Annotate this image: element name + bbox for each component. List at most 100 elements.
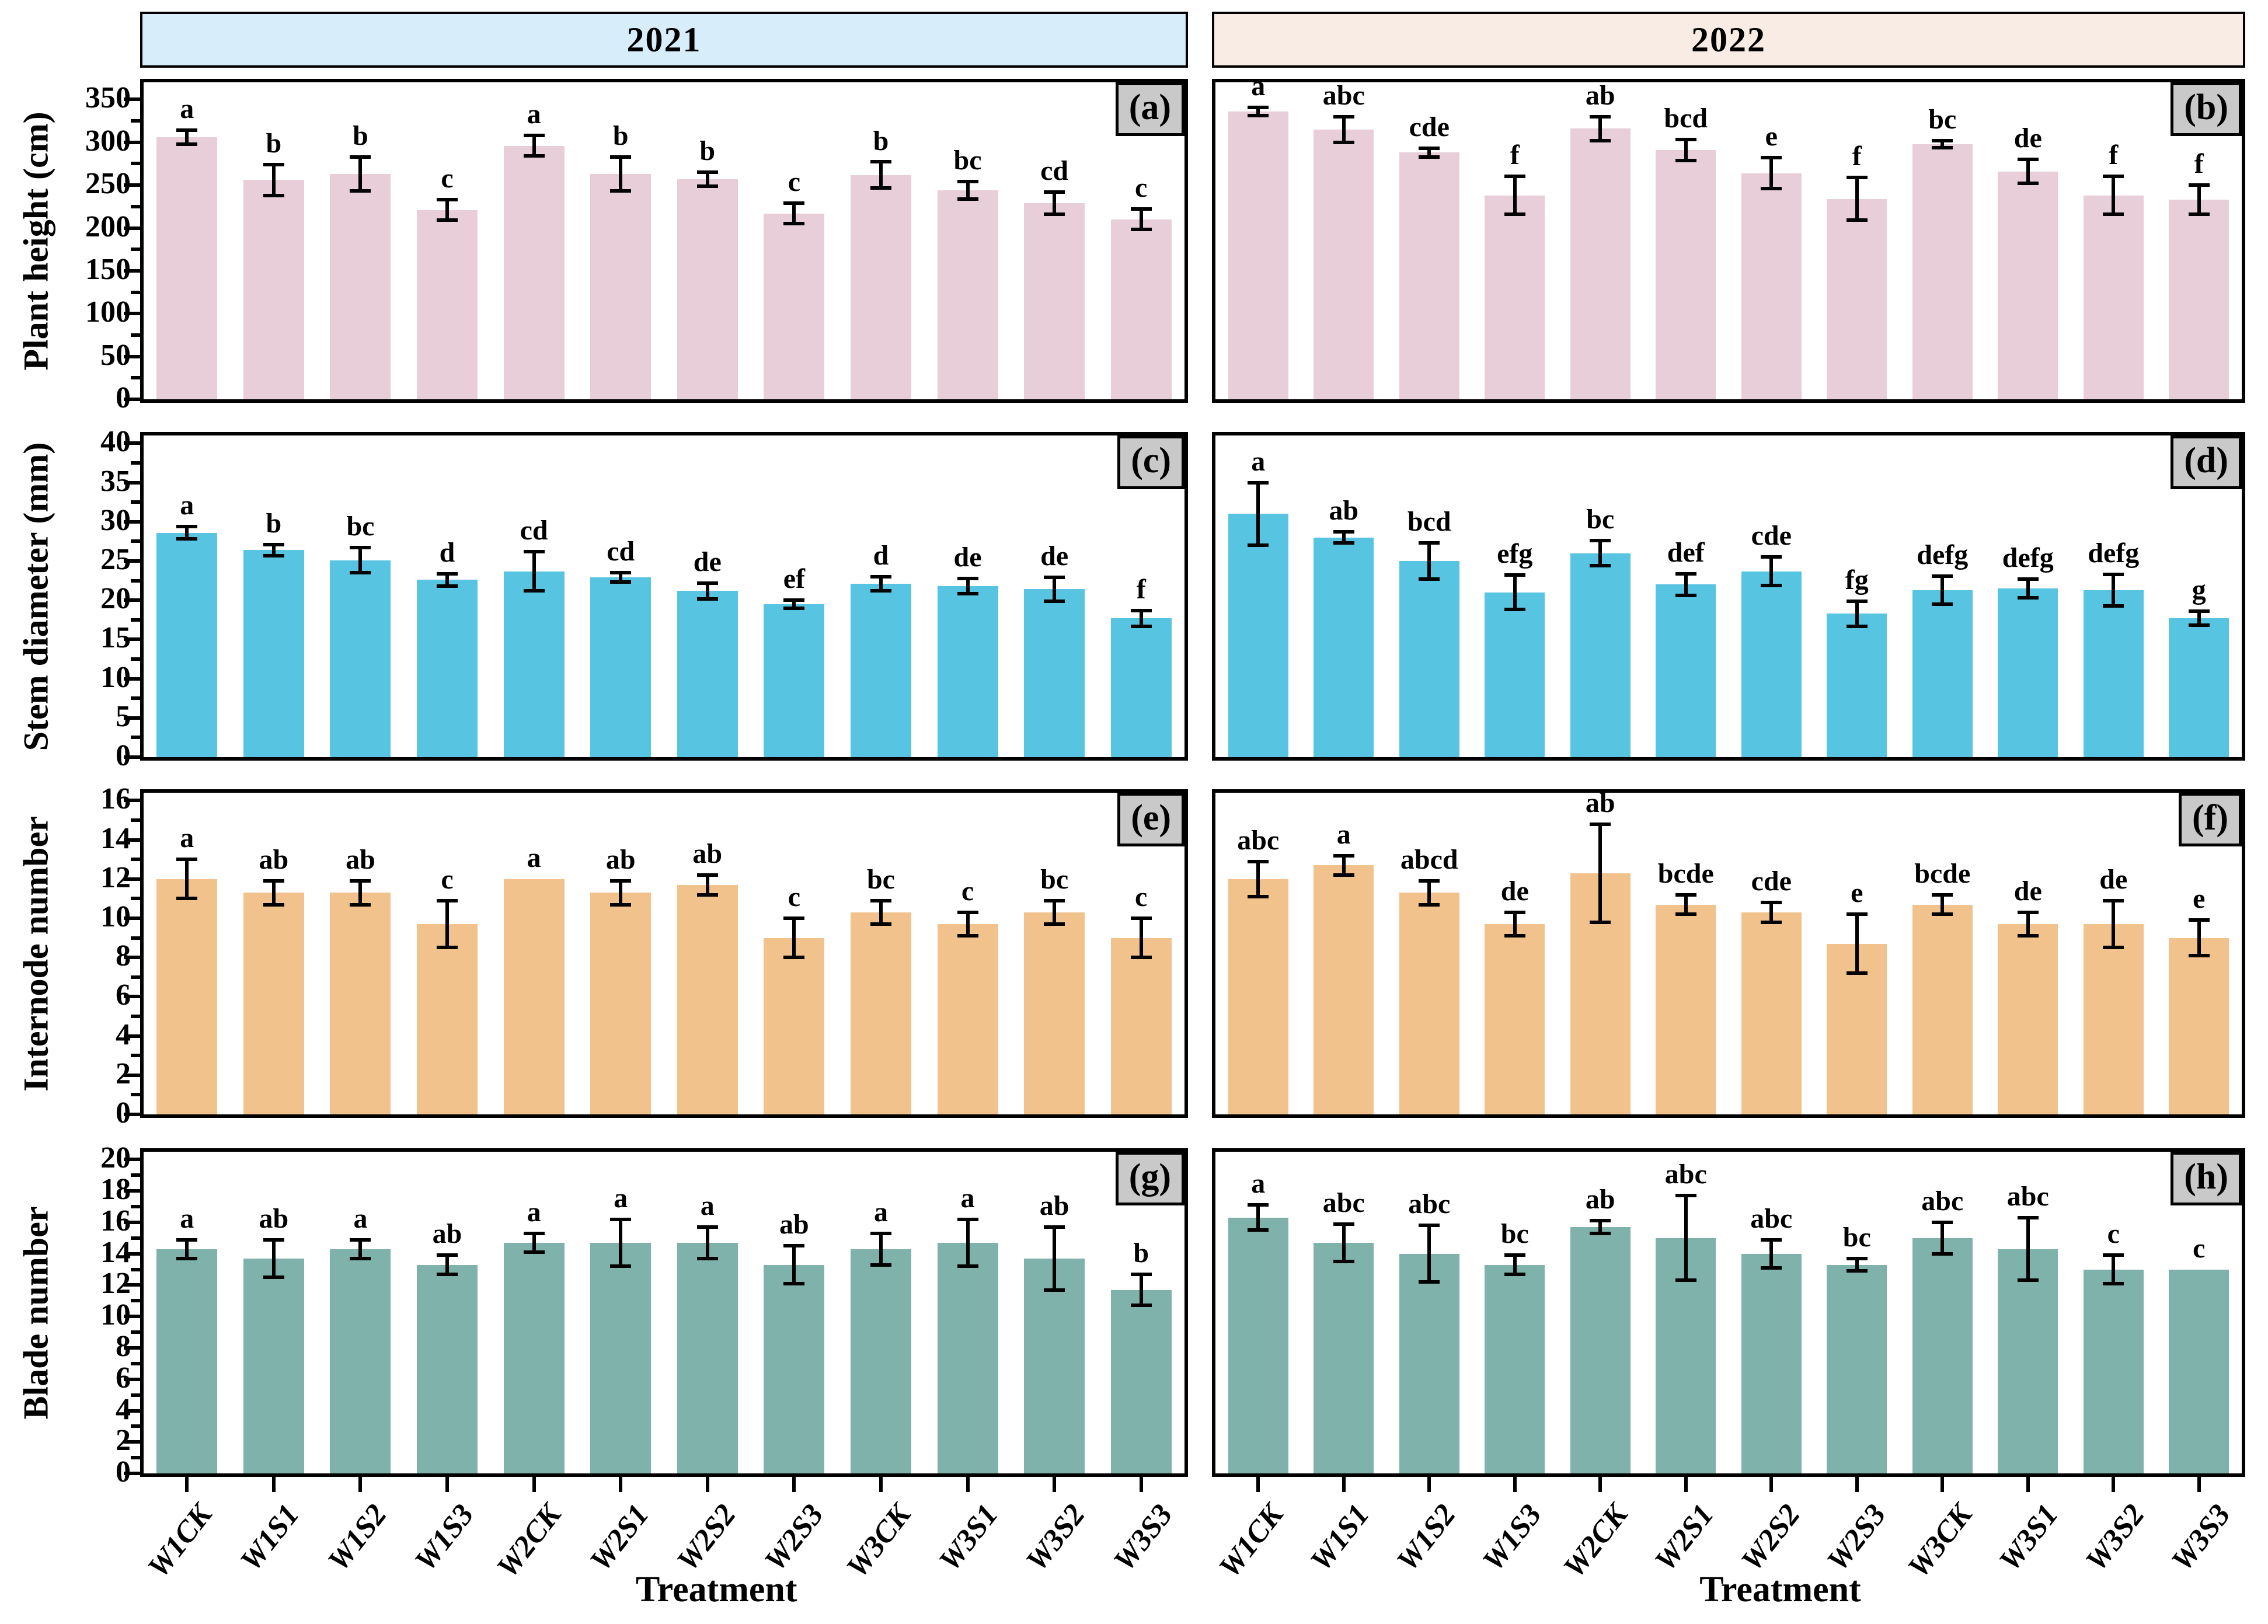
panel-c: a b bc d cd cd de ef d de de f 0 5 10 15 20 25 30 35 40 (c) xyxy=(100,427,1188,771)
y-tick-minor xyxy=(131,376,140,380)
error-bar-line xyxy=(1427,881,1431,905)
x-tick xyxy=(2197,1477,2201,1492)
y-tick-major xyxy=(124,183,140,187)
error-bar-cap-bottom xyxy=(2017,182,2039,186)
error-bar-cap-top xyxy=(1846,1256,1868,1260)
error-bar-cap-top xyxy=(1130,1272,1152,1276)
bar xyxy=(1485,924,1545,1114)
sig-letter: c xyxy=(2193,1232,2206,1264)
y-tick-label: 2 xyxy=(116,1057,131,1090)
error-bar-cap-top xyxy=(176,524,198,528)
sig-letter: b xyxy=(612,120,629,151)
sig-letter: a xyxy=(180,823,194,854)
bar xyxy=(417,1264,478,1473)
x-tick-label-text: W2S2 xyxy=(670,1498,743,1577)
error-bar-cap-bottom xyxy=(2017,1278,2039,1283)
error-bar-cap-top xyxy=(1846,599,1868,603)
bar xyxy=(677,591,738,757)
error-bar-cap-top xyxy=(1248,1203,1269,1207)
x-tick xyxy=(1940,1477,1945,1492)
y-tick-minor xyxy=(131,204,140,208)
bar xyxy=(1228,111,1288,399)
error-bar-line xyxy=(1139,610,1143,626)
sig-letter: de xyxy=(953,541,982,573)
bar xyxy=(156,879,218,1114)
error-bar-line xyxy=(1855,601,1859,626)
error-bar-cap-bottom xyxy=(1590,920,1611,924)
bar xyxy=(1110,938,1172,1114)
error-bar-line xyxy=(271,1239,276,1278)
error-bar-cap-top xyxy=(2188,609,2210,614)
error-bar-cap-top xyxy=(1504,910,1525,914)
error-bar-cap-bottom xyxy=(1932,602,1953,606)
error-bar-line xyxy=(1940,1222,1945,1254)
y-tick-minor xyxy=(131,1015,140,1019)
y-tick-major xyxy=(124,441,140,445)
error-bar-cap-top xyxy=(2017,910,2039,914)
x-tick xyxy=(1139,1477,1143,1492)
bar xyxy=(590,1242,652,1473)
error-bar-cap-top xyxy=(957,180,978,184)
bar xyxy=(417,580,478,757)
error-bar-cap-bottom xyxy=(1932,1252,1953,1256)
error-bar-line xyxy=(792,203,796,224)
bar xyxy=(1827,1264,1887,1473)
y-tick-label: 10 xyxy=(100,1298,131,1332)
x-tick xyxy=(1769,1477,1774,1492)
panel-g: a ab a ab a a a ab a a ab b 0 2 4 6 8 10 12 14 16 18 20 (g) xyxy=(100,1143,1188,1492)
error-bar-cap-top xyxy=(1846,175,1868,179)
bar xyxy=(156,532,218,757)
sig-letter: ab xyxy=(1329,495,1359,527)
error-bar-cap-bottom xyxy=(1761,583,1782,587)
x-tick xyxy=(2026,1477,2030,1492)
error-bar-cap-bottom xyxy=(1761,1266,1782,1270)
error-bar-line xyxy=(1855,177,1859,221)
error-bar-line xyxy=(1053,577,1057,601)
sig-letter: b xyxy=(266,507,282,539)
error-bar-line xyxy=(792,1246,796,1284)
sig-letter: ab xyxy=(432,1218,462,1250)
bar xyxy=(330,174,391,399)
bar xyxy=(1912,1238,1973,1473)
error-bar-cap-top xyxy=(176,128,198,133)
sig-letter: cd xyxy=(607,536,635,567)
bar xyxy=(2169,938,2229,1114)
error-bar-line xyxy=(1684,894,1688,915)
bar xyxy=(1399,1253,1459,1473)
sig-letter: de xyxy=(2099,863,2128,895)
y-tick-minor xyxy=(131,461,140,465)
error-bar-cap-top xyxy=(523,549,545,553)
error-bar-cap-bottom xyxy=(523,589,545,593)
y-tick-label: 2 xyxy=(116,1424,131,1458)
error-bar-cap-bottom xyxy=(1044,1288,1065,1292)
error-bar-cap-bottom xyxy=(350,1256,371,1260)
y-tick-major xyxy=(124,716,140,720)
error-bar-line xyxy=(445,900,450,948)
error-bar-cap-top xyxy=(1419,879,1440,883)
error-bar-cap-bottom xyxy=(1761,186,1782,190)
error-bar-line xyxy=(1598,1221,1602,1233)
sig-letter: abc xyxy=(1322,1187,1365,1218)
error-bar-cap-top xyxy=(1504,1253,1525,1257)
bar xyxy=(850,912,911,1114)
x-tick xyxy=(1598,1477,1602,1492)
error-bar-cap-bottom xyxy=(1044,922,1065,926)
error-bar-line xyxy=(1940,140,1945,148)
error-bar-cap-top xyxy=(2103,1253,2124,1257)
error-bar-cap-top xyxy=(1333,114,1354,119)
error-bar-line xyxy=(1513,575,1517,610)
error-bar-line xyxy=(271,164,276,196)
sig-letter: a xyxy=(180,489,194,521)
bar xyxy=(1998,588,2058,757)
error-bar-line xyxy=(2026,159,2030,184)
error-bar-cap-bottom xyxy=(263,553,284,557)
bar xyxy=(1314,865,1374,1114)
error-bar-line xyxy=(532,1233,536,1253)
error-bar-line xyxy=(879,576,883,591)
error-bar-cap-top xyxy=(263,1238,284,1242)
error-bar-cap-top xyxy=(1333,1222,1354,1226)
bar xyxy=(1741,571,1802,757)
bar xyxy=(1024,203,1085,399)
bar xyxy=(2083,195,2144,399)
y-tick-minor xyxy=(131,818,140,823)
